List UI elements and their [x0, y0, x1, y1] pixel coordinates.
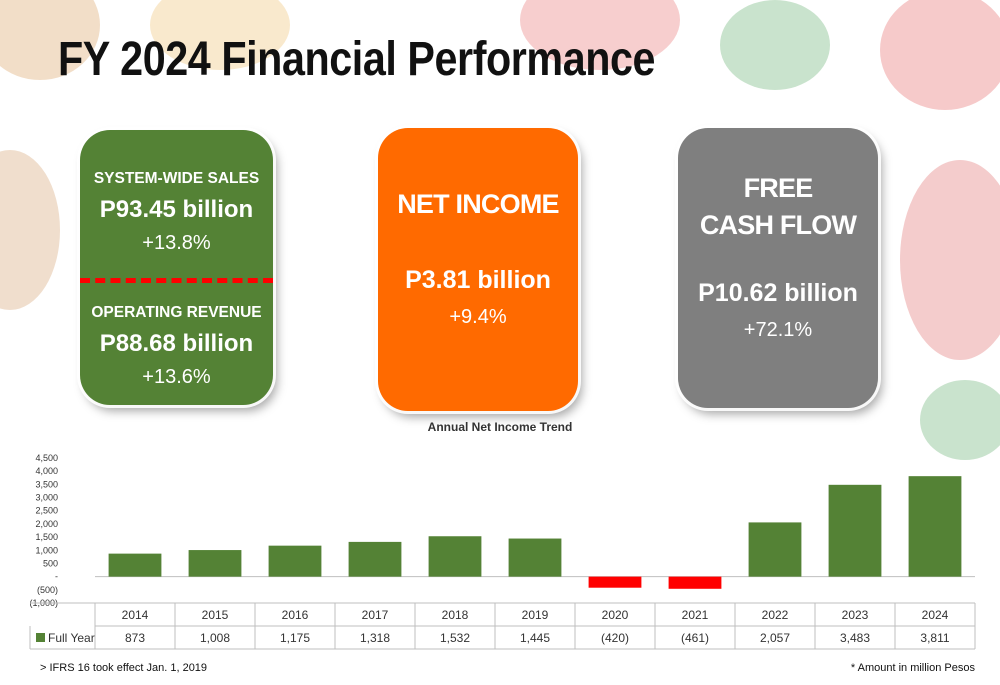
- y-tick-label: 2,500: [35, 506, 58, 516]
- system-wide-sales-value: P93.45 billion: [99, 196, 254, 223]
- y-tick-label: 500: [43, 558, 58, 568]
- operating-revenue-label: OPERATING REVENUE: [91, 304, 262, 321]
- bar-2022: [748, 522, 802, 577]
- x-tick-label-2014: 2014: [122, 608, 149, 622]
- data-label-2018: 1,532: [440, 631, 470, 645]
- net-income-label: NET INCOME: [397, 189, 559, 219]
- y-tick-label: 1,000: [35, 545, 58, 555]
- data-label-2024: 3,811: [920, 631, 949, 645]
- x-tick-label-2023: 2023: [842, 608, 869, 622]
- bar-2020: [588, 576, 642, 588]
- net-income-change: +9.4%: [449, 306, 507, 328]
- free-cash-flow-card: FREE CASH FLOW P10.62 billion +72.1%: [678, 128, 878, 408]
- x-tick-label-2020: 2020: [602, 608, 629, 622]
- bar-2021: [668, 576, 722, 589]
- footnote-units: * Amount in million Pesos: [850, 662, 975, 674]
- y-tick-label: 4,000: [35, 466, 58, 476]
- net-income-bar-chart: (1,000)(500)-5001,0001,5002,0002,5003,00…: [29, 453, 976, 650]
- y-tick-label: 1,500: [35, 532, 58, 542]
- y-tick-label: 2,000: [35, 519, 58, 529]
- x-tick-label-2019: 2019: [522, 608, 549, 622]
- footnote-ifrs: > IFRS 16 took effect Jan. 1, 2019: [40, 662, 208, 674]
- operating-revenue-change: +13.6%: [142, 366, 211, 388]
- bar-2016: [268, 545, 322, 577]
- net-income-card: NET INCOME P3.81 billion +9.4%: [378, 128, 578, 411]
- operating-revenue-value: P88.68 billion: [99, 330, 254, 357]
- system-wide-sales-label: SYSTEM-WIDE SALES: [93, 170, 260, 187]
- x-tick-label-2017: 2017: [362, 608, 389, 622]
- y-tick-label: 3,000: [35, 493, 58, 503]
- free-cash-flow-change: +72.1%: [743, 319, 813, 341]
- y-tick-label: (500): [37, 585, 58, 595]
- x-tick-label-2016: 2016: [282, 608, 309, 622]
- x-tick-label-2018: 2018: [442, 608, 469, 622]
- net-income-value: P3.81 billion: [405, 266, 551, 294]
- data-label-2014: 873: [125, 631, 145, 645]
- data-label-2017: 1,318: [360, 631, 390, 645]
- system-sales-card: SYSTEM-WIDE SALES P93.45 billion +13.8% …: [80, 130, 273, 405]
- legend-label: Full Year: [48, 631, 95, 645]
- bar-2024: [908, 476, 962, 577]
- bar-2019: [508, 538, 562, 577]
- bar-2018: [428, 536, 482, 577]
- page-title: FY 2024 Financial Performance: [58, 33, 656, 86]
- free-cash-flow-label-line1: FREE: [743, 173, 814, 203]
- bar-2023: [828, 484, 882, 577]
- data-label-2023: 3,483: [840, 631, 870, 645]
- data-label-2020: (420): [601, 631, 629, 645]
- y-tick-label: 4,500: [35, 453, 58, 463]
- x-tick-label-2022: 2022: [762, 608, 789, 622]
- data-label-2022: 2,057: [760, 631, 790, 645]
- y-tick-label: 3,500: [35, 479, 58, 489]
- x-tick-label-2021: 2021: [682, 608, 709, 622]
- system-wide-sales-change: +13.8%: [142, 232, 211, 254]
- bar-2017: [348, 541, 402, 577]
- y-tick-label: -: [55, 572, 58, 582]
- legend-swatch: [36, 633, 45, 642]
- data-label-2016: 1,175: [280, 631, 310, 645]
- data-label-2015: 1,008: [200, 631, 230, 645]
- data-label-2021: (461): [681, 631, 709, 645]
- free-cash-flow-label-line2: CASH FLOW: [699, 210, 857, 240]
- x-tick-label-2015: 2015: [202, 608, 229, 622]
- chart-title: Annual Net Income Trend: [427, 420, 573, 434]
- dashed-divider: [80, 278, 273, 283]
- free-cash-flow-value: P10.62 billion: [698, 279, 858, 307]
- bar-2014: [108, 553, 162, 577]
- data-label-2019: 1,445: [520, 631, 550, 645]
- x-tick-label-2024: 2024: [922, 608, 949, 622]
- bar-2015: [188, 550, 242, 577]
